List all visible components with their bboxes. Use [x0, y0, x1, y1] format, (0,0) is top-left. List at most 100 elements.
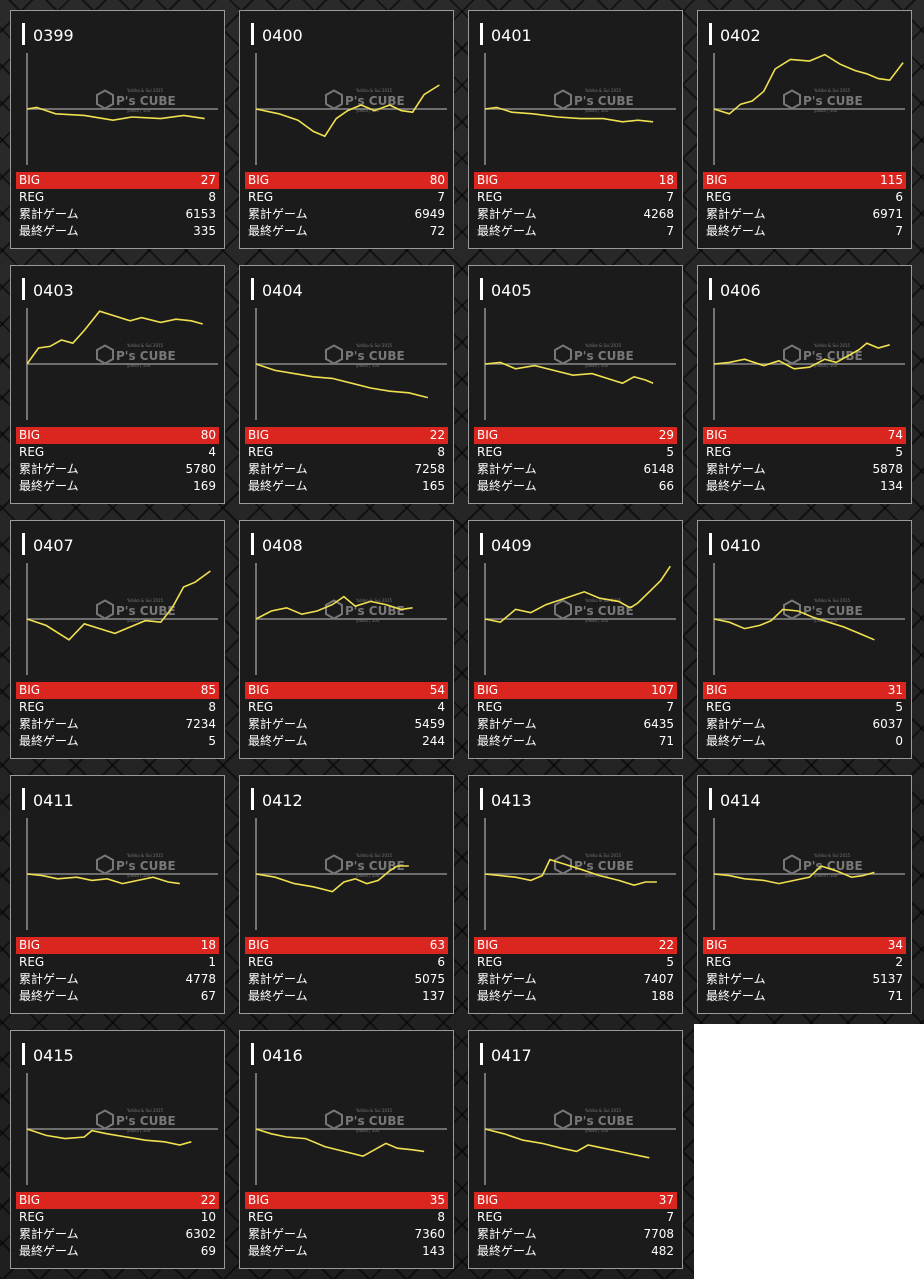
reg-row: REG 5	[703, 699, 906, 716]
machine-card[interactable]: 0407 P's CUBE Yuhiko & Sui 2015 yakka | 10…	[10, 520, 225, 759]
total-games-value: 5878	[872, 462, 903, 476]
big-count: 35	[429, 1193, 445, 1207]
machine-card[interactable]: 0404 P's CUBE Yuhiko & Sui 2015 yakka | 10…	[239, 265, 454, 504]
big-label: BIG	[19, 683, 41, 697]
machine-card[interactable]: 0408 P's CUBE Yuhiko & Sui 2015 yakka | 10…	[239, 520, 454, 759]
reg-row: REG 8	[16, 189, 219, 206]
stats-table: BIG 27 REG 8 累計ゲーム 6153 最終ゲーム 335	[16, 172, 219, 240]
machine-card[interactable]: 0406 P's CUBE Yuhiko & Sui 2015 yakka | 10…	[697, 265, 912, 504]
total-games-row: 累計ゲーム 6971	[703, 206, 906, 223]
machine-card[interactable]: 0403 P's CUBE Yuhiko & Sui 2015 yakka | 10…	[10, 265, 225, 504]
card-header: 0402	[709, 21, 761, 47]
reg-label: REG	[248, 1210, 274, 1224]
last-games-label: 最終ゲーム	[248, 224, 308, 238]
reg-row: REG 8	[245, 1209, 448, 1226]
machine-card[interactable]: 0405 P's CUBE Yuhiko & Sui 2015 yakka | 10…	[468, 265, 683, 504]
total-games-row: 累計ゲーム 6037	[703, 716, 906, 733]
total-games-label: 累計ゲーム	[248, 462, 308, 476]
machine-card[interactable]: 0411 P's CUBE Yuhiko & Sui 2015 yakka | 10…	[10, 775, 225, 1014]
reg-row: REG 6	[245, 954, 448, 971]
total-games-label: 累計ゲーム	[19, 207, 79, 221]
machine-card[interactable]: 0413 P's CUBE Yuhiko & Sui 2015 yakka | 10…	[468, 775, 683, 1014]
machine-card[interactable]: 0402 P's CUBE Yuhiko & Sui 2015 yakka | 10…	[697, 10, 912, 249]
total-games-row: 累計ゲーム 6435	[474, 716, 677, 733]
reg-row: REG 7	[245, 189, 448, 206]
machine-card[interactable]: 0414 P's CUBE Yuhiko & Sui 2015 yakka | 10…	[697, 775, 912, 1014]
machine-number: 0405	[491, 281, 532, 300]
last-games-value: 5	[208, 734, 216, 748]
cube-logo-icon	[96, 599, 114, 620]
machine-card[interactable]: 0400 P's CUBE Yuhiko & Sui 2015 yakka | 10…	[239, 10, 454, 249]
machine-number: 0406	[720, 281, 761, 300]
reg-count: 8	[208, 700, 216, 714]
card-header: 0409	[480, 531, 532, 557]
reg-label: REG	[706, 445, 732, 459]
total-games-label: 累計ゲーム	[706, 207, 766, 221]
total-games-value: 7360	[414, 1227, 445, 1241]
cube-logo-icon	[554, 599, 572, 620]
watermark-brand: P's CUBE	[574, 349, 634, 363]
card-header: 0412	[251, 786, 303, 812]
stats-table: BIG 31 REG 5 累計ゲーム 6037 最終ゲーム 0	[703, 682, 906, 750]
machine-card[interactable]: 0417 P's CUBE Yuhiko & Sui 2015 yakka | 10…	[468, 1030, 683, 1269]
watermark-top-text: Yuhiko & Sui 2015	[584, 853, 622, 858]
reg-label: REG	[19, 700, 45, 714]
total-games-label: 累計ゲーム	[706, 717, 766, 731]
total-games-label: 累計ゲーム	[19, 462, 79, 476]
total-games-row: 累計ゲーム 6148	[474, 461, 677, 478]
total-games-value: 5459	[414, 717, 445, 731]
reg-count: 7	[437, 190, 445, 204]
reg-count: 10	[200, 1210, 216, 1224]
machine-card[interactable]: 0399 P's CUBE Yuhiko & Sui 2015 yakka | 10…	[10, 10, 225, 249]
cube-logo-icon	[96, 344, 114, 365]
header-accent-bar	[480, 23, 483, 45]
watermark-top-text: Yuhiko & Sui 2015	[813, 88, 851, 93]
reg-count: 4	[208, 445, 216, 459]
machine-card[interactable]: 0416 P's CUBE Yuhiko & Sui 2015 yakka | 10…	[239, 1030, 454, 1269]
reg-label: REG	[248, 700, 274, 714]
header-accent-bar	[22, 533, 25, 555]
total-games-label: 累計ゲーム	[248, 1227, 308, 1241]
big-label: BIG	[706, 428, 728, 442]
big-label: BIG	[477, 938, 499, 952]
card-header: 0401	[480, 21, 532, 47]
cube-logo-icon	[554, 854, 572, 875]
reg-count: 6	[895, 190, 903, 204]
reg-label: REG	[19, 190, 45, 204]
total-games-row: 累計ゲーム 4268	[474, 206, 677, 223]
header-accent-bar	[709, 278, 712, 300]
big-row: BIG 54	[245, 682, 448, 699]
machine-card[interactable]: 0401 P's CUBE Yuhiko & Sui 2015 yakka | 10…	[468, 10, 683, 249]
watermark-brand: P's CUBE	[345, 859, 405, 873]
big-row: BIG 34	[703, 937, 906, 954]
big-row: BIG 107	[474, 682, 677, 699]
machine-card[interactable]: 0412 P's CUBE Yuhiko & Sui 2015 yakka | 10…	[239, 775, 454, 1014]
header-accent-bar	[22, 23, 25, 45]
card-header: 0399	[22, 21, 74, 47]
header-accent-bar	[709, 788, 712, 810]
slump-line	[255, 363, 429, 399]
machine-card[interactable]: 0415 P's CUBE Yuhiko & Sui 2015 yakka | 10…	[10, 1030, 225, 1269]
big-count: 54	[429, 683, 445, 697]
stats-table: BIG 80 REG 7 累計ゲーム 6949 最終ゲーム 72	[245, 172, 448, 240]
machine-card[interactable]: 0409 P's CUBE Yuhiko & Sui 2015 yakka | 10…	[468, 520, 683, 759]
watermark-bottom-text: yakka | 100	[127, 873, 151, 878]
slump-line	[26, 873, 180, 885]
cube-logo-icon	[783, 344, 801, 365]
card-header: 0413	[480, 786, 532, 812]
last-games-label: 最終ゲーム	[706, 989, 766, 1003]
last-games-value: 7	[895, 224, 903, 238]
slump-graph: P's CUBE Yuhiko & Sui 2015 yakka | 100	[475, 302, 676, 426]
total-games-value: 6302	[185, 1227, 216, 1241]
big-label: BIG	[706, 683, 728, 697]
big-row: BIG 22	[474, 937, 677, 954]
total-games-row: 累計ゲーム 5137	[703, 971, 906, 988]
machine-card[interactable]: 0410 P's CUBE Yuhiko & Sui 2015 yakka | 10…	[697, 520, 912, 759]
total-games-value: 5780	[185, 462, 216, 476]
